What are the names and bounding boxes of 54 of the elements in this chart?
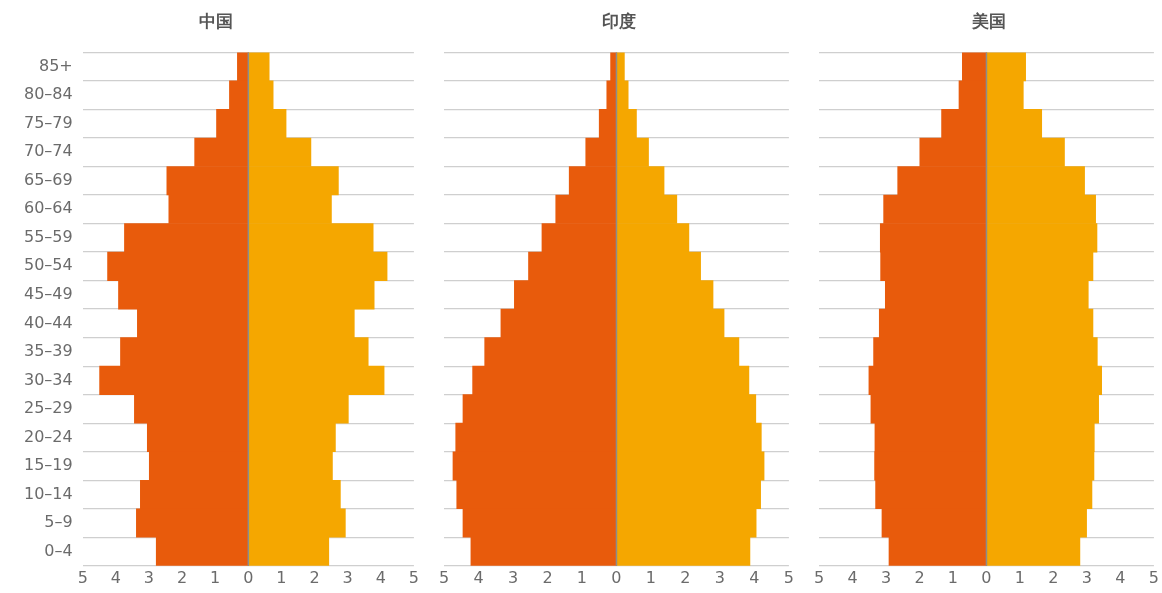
y-tick-label: 30–34 <box>24 369 73 389</box>
x-tick-label: 1 <box>276 567 287 587</box>
y-tick-label: 5–9 <box>44 512 73 532</box>
x-tick-label: 3 <box>880 567 892 587</box>
y-tick-label: 55–59 <box>24 226 73 246</box>
x-tick-label: 4 <box>110 567 121 587</box>
y-tick-label: 80–84 <box>24 84 73 104</box>
chart-title: 印度 <box>601 10 636 31</box>
x-tick-label: 5 <box>438 567 450 587</box>
x-tick-label: 5 <box>1148 567 1159 587</box>
chart-title: 中国 <box>199 10 233 31</box>
x-tick-label: 2 <box>914 567 925 587</box>
x-tick-label: 0 <box>981 567 992 587</box>
y-tick-label: 0–4 <box>44 540 73 560</box>
x-tick-label: 3 <box>714 567 726 587</box>
y-tick-label: 75–79 <box>24 112 73 132</box>
x-tick-label: 1 <box>645 567 657 587</box>
x-tick-label: 4 <box>749 567 760 587</box>
y-tick-label: 25–29 <box>24 398 73 418</box>
y-tick-label: 60–64 <box>24 198 73 218</box>
x-tick-label: 5 <box>77 567 88 587</box>
x-tick-label: 2 <box>542 567 553 587</box>
x-tick-label: 2 <box>1048 567 1059 587</box>
chart-title: 美国 <box>970 10 1006 31</box>
x-tick-label: 0 <box>611 567 622 587</box>
x-tick-label: 4 <box>847 567 858 587</box>
y-tick-label: 15–19 <box>24 455 73 475</box>
x-tick-label: 1 <box>576 567 588 587</box>
y-tick-label: 85+ <box>38 55 73 75</box>
x-tick-label: 1 <box>1014 567 1026 587</box>
x-tick-label: 3 <box>507 567 519 587</box>
x-tick-label: 0 <box>243 567 254 587</box>
x-tick-label: 5 <box>813 567 825 587</box>
y-tick-label: 45–49 <box>24 284 73 303</box>
x-tick-label: 2 <box>176 567 188 587</box>
y-tick-label: 70–74 <box>24 141 73 161</box>
x-tick-label: 1 <box>947 567 959 587</box>
x-tick-label: 4 <box>473 567 484 587</box>
x-tick-label: 1 <box>210 567 221 587</box>
x-tick-label: 3 <box>143 567 155 587</box>
x-tick-label: 3 <box>342 567 353 587</box>
x-tick-label: 3 <box>1081 567 1093 587</box>
y-tick-label: 20–24 <box>24 426 73 446</box>
y-tick-label: 65–69 <box>24 169 73 189</box>
x-tick-label: 5 <box>783 567 794 587</box>
x-tick-label: 2 <box>680 567 691 587</box>
x-tick-label: 4 <box>375 567 386 587</box>
y-tick-label: 10–14 <box>24 483 73 503</box>
y-tick-label: 40–44 <box>24 312 73 332</box>
y-tick-label: 35–39 <box>24 341 73 361</box>
x-tick-label: 4 <box>1115 567 1126 587</box>
y-tick-label: 50–54 <box>24 255 73 275</box>
x-tick-label: 2 <box>309 567 320 587</box>
x-tick-label: 5 <box>408 567 419 587</box>
